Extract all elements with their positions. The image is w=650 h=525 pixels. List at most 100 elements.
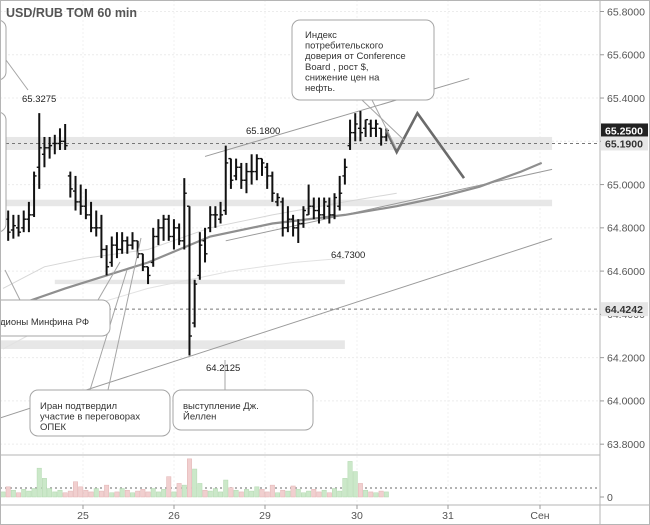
volume-bar	[218, 491, 224, 498]
volume-bar	[280, 489, 286, 498]
volume-bar	[275, 492, 280, 498]
volume-bar	[337, 490, 343, 498]
ma-slow-line	[2, 161, 543, 312]
y-tick-label: 65.4000	[607, 93, 645, 105]
volume-bar	[326, 492, 332, 498]
volume-bar	[207, 490, 213, 498]
price-bars	[0, 111, 389, 356]
annotation-line: нефть.	[305, 83, 335, 94]
annotation-box	[291, 19, 435, 101]
volume-bar	[332, 488, 337, 498]
price-badge	[601, 123, 648, 138]
annotations: Индекс потребительского доверия от Confere…	[0, 19, 435, 437]
annotation-line: потребительского	[305, 41, 383, 52]
price-extreme-label: 64.7300	[331, 250, 365, 261]
y-tick-label: 64.0000	[607, 396, 645, 408]
volume-bar	[16, 492, 21, 498]
x-tick-label: Сен	[530, 510, 549, 522]
volume-bar	[192, 468, 198, 498]
trend-line	[225, 168, 553, 242]
volume-bar	[249, 490, 255, 498]
volume-bar	[259, 489, 265, 498]
chart-title: USD/RUB TOM 60 min	[6, 6, 137, 20]
volume-bar	[5, 486, 11, 498]
annotation-box	[29, 389, 171, 437]
volume-bar	[342, 478, 348, 498]
support-zone	[0, 199, 553, 207]
volume-bar	[0, 491, 6, 498]
volume-bar	[26, 490, 32, 498]
volume-bar	[347, 461, 353, 498]
annotation-leaders	[4, 59, 405, 391]
x-tick-label: 26	[168, 510, 180, 522]
volume-bar	[114, 491, 120, 498]
y-tick-label: 64.8000	[607, 223, 645, 235]
y-tick-label: 65.8000	[607, 6, 645, 18]
annotation-leader	[4, 269, 21, 301]
volume-bar	[140, 489, 146, 498]
volume-bar	[363, 489, 369, 498]
volume-bar	[176, 483, 182, 498]
volume-bar	[67, 490, 73, 498]
volume-bar	[383, 491, 389, 498]
volume-bar	[228, 487, 234, 498]
annotation-line: дионы Минфина РФ	[0, 317, 89, 328]
volume-bar	[197, 483, 203, 498]
volume-bar	[161, 489, 167, 498]
volume-bar	[290, 485, 296, 498]
annotation-box	[0, 299, 111, 337]
volume-bar	[135, 490, 141, 498]
forecast-line	[385, 110, 466, 179]
volume-bar	[47, 488, 53, 498]
volume-bar	[21, 489, 27, 498]
x-tick-label: 25	[77, 510, 89, 522]
price-extreme-label: 64.2125	[206, 363, 240, 374]
volume-bar	[238, 491, 244, 498]
volume-bar	[62, 492, 68, 498]
volume-bar	[223, 479, 229, 498]
volume-bar	[98, 490, 104, 498]
annotation-line: снижение цен на	[305, 72, 380, 83]
volume-bar	[155, 491, 161, 498]
volume-bar	[357, 483, 363, 498]
volume-bar	[150, 488, 156, 498]
volume-bar	[166, 476, 172, 498]
annotation-box	[0, 111, 7, 233]
annotation-text: дионы Минфина РФ	[0, 317, 89, 328]
volume-bar	[145, 491, 151, 498]
annotation-leader	[371, 99, 397, 149]
volume-bar	[36, 467, 42, 498]
volume-bar	[93, 488, 99, 498]
price-levels	[0, 142, 600, 310]
y-tick-label: 64.6000	[607, 266, 645, 278]
annotation-leader	[107, 237, 142, 391]
volume-bar	[88, 491, 94, 498]
volume-bar	[316, 491, 322, 498]
y-tick-label: 64.2000	[607, 352, 645, 364]
price-badge	[601, 136, 648, 151]
volume-bar	[233, 489, 239, 498]
price-badge	[601, 302, 648, 317]
volume-bar	[119, 488, 125, 498]
price-badge-label: 65.2500	[605, 125, 643, 137]
annotation-line: Йеллен	[183, 411, 216, 423]
annotation-line: Индекс	[305, 30, 337, 41]
annotation-line: доверия от Conference	[305, 51, 406, 62]
volume-panel	[0, 458, 600, 498]
annotation-box	[172, 389, 314, 431]
x-tick-label: 31	[442, 510, 454, 522]
volume-bar	[202, 489, 208, 498]
volume-bar	[130, 492, 135, 498]
y-tick-label: 63.8000	[607, 439, 645, 451]
forecast-path	[385, 110, 466, 179]
volume-bar	[378, 490, 384, 498]
price-badge-label: 64.4242	[605, 304, 643, 316]
volume-tick-label: 0	[607, 492, 613, 504]
annotation-line: выступление Дж.	[183, 401, 259, 412]
y-tick-label: 65.6000	[607, 50, 645, 62]
volume-bar	[83, 489, 89, 498]
price-extreme-label: 65.1800	[246, 126, 280, 137]
volume-bar	[10, 489, 16, 498]
volume-bar	[254, 486, 260, 498]
